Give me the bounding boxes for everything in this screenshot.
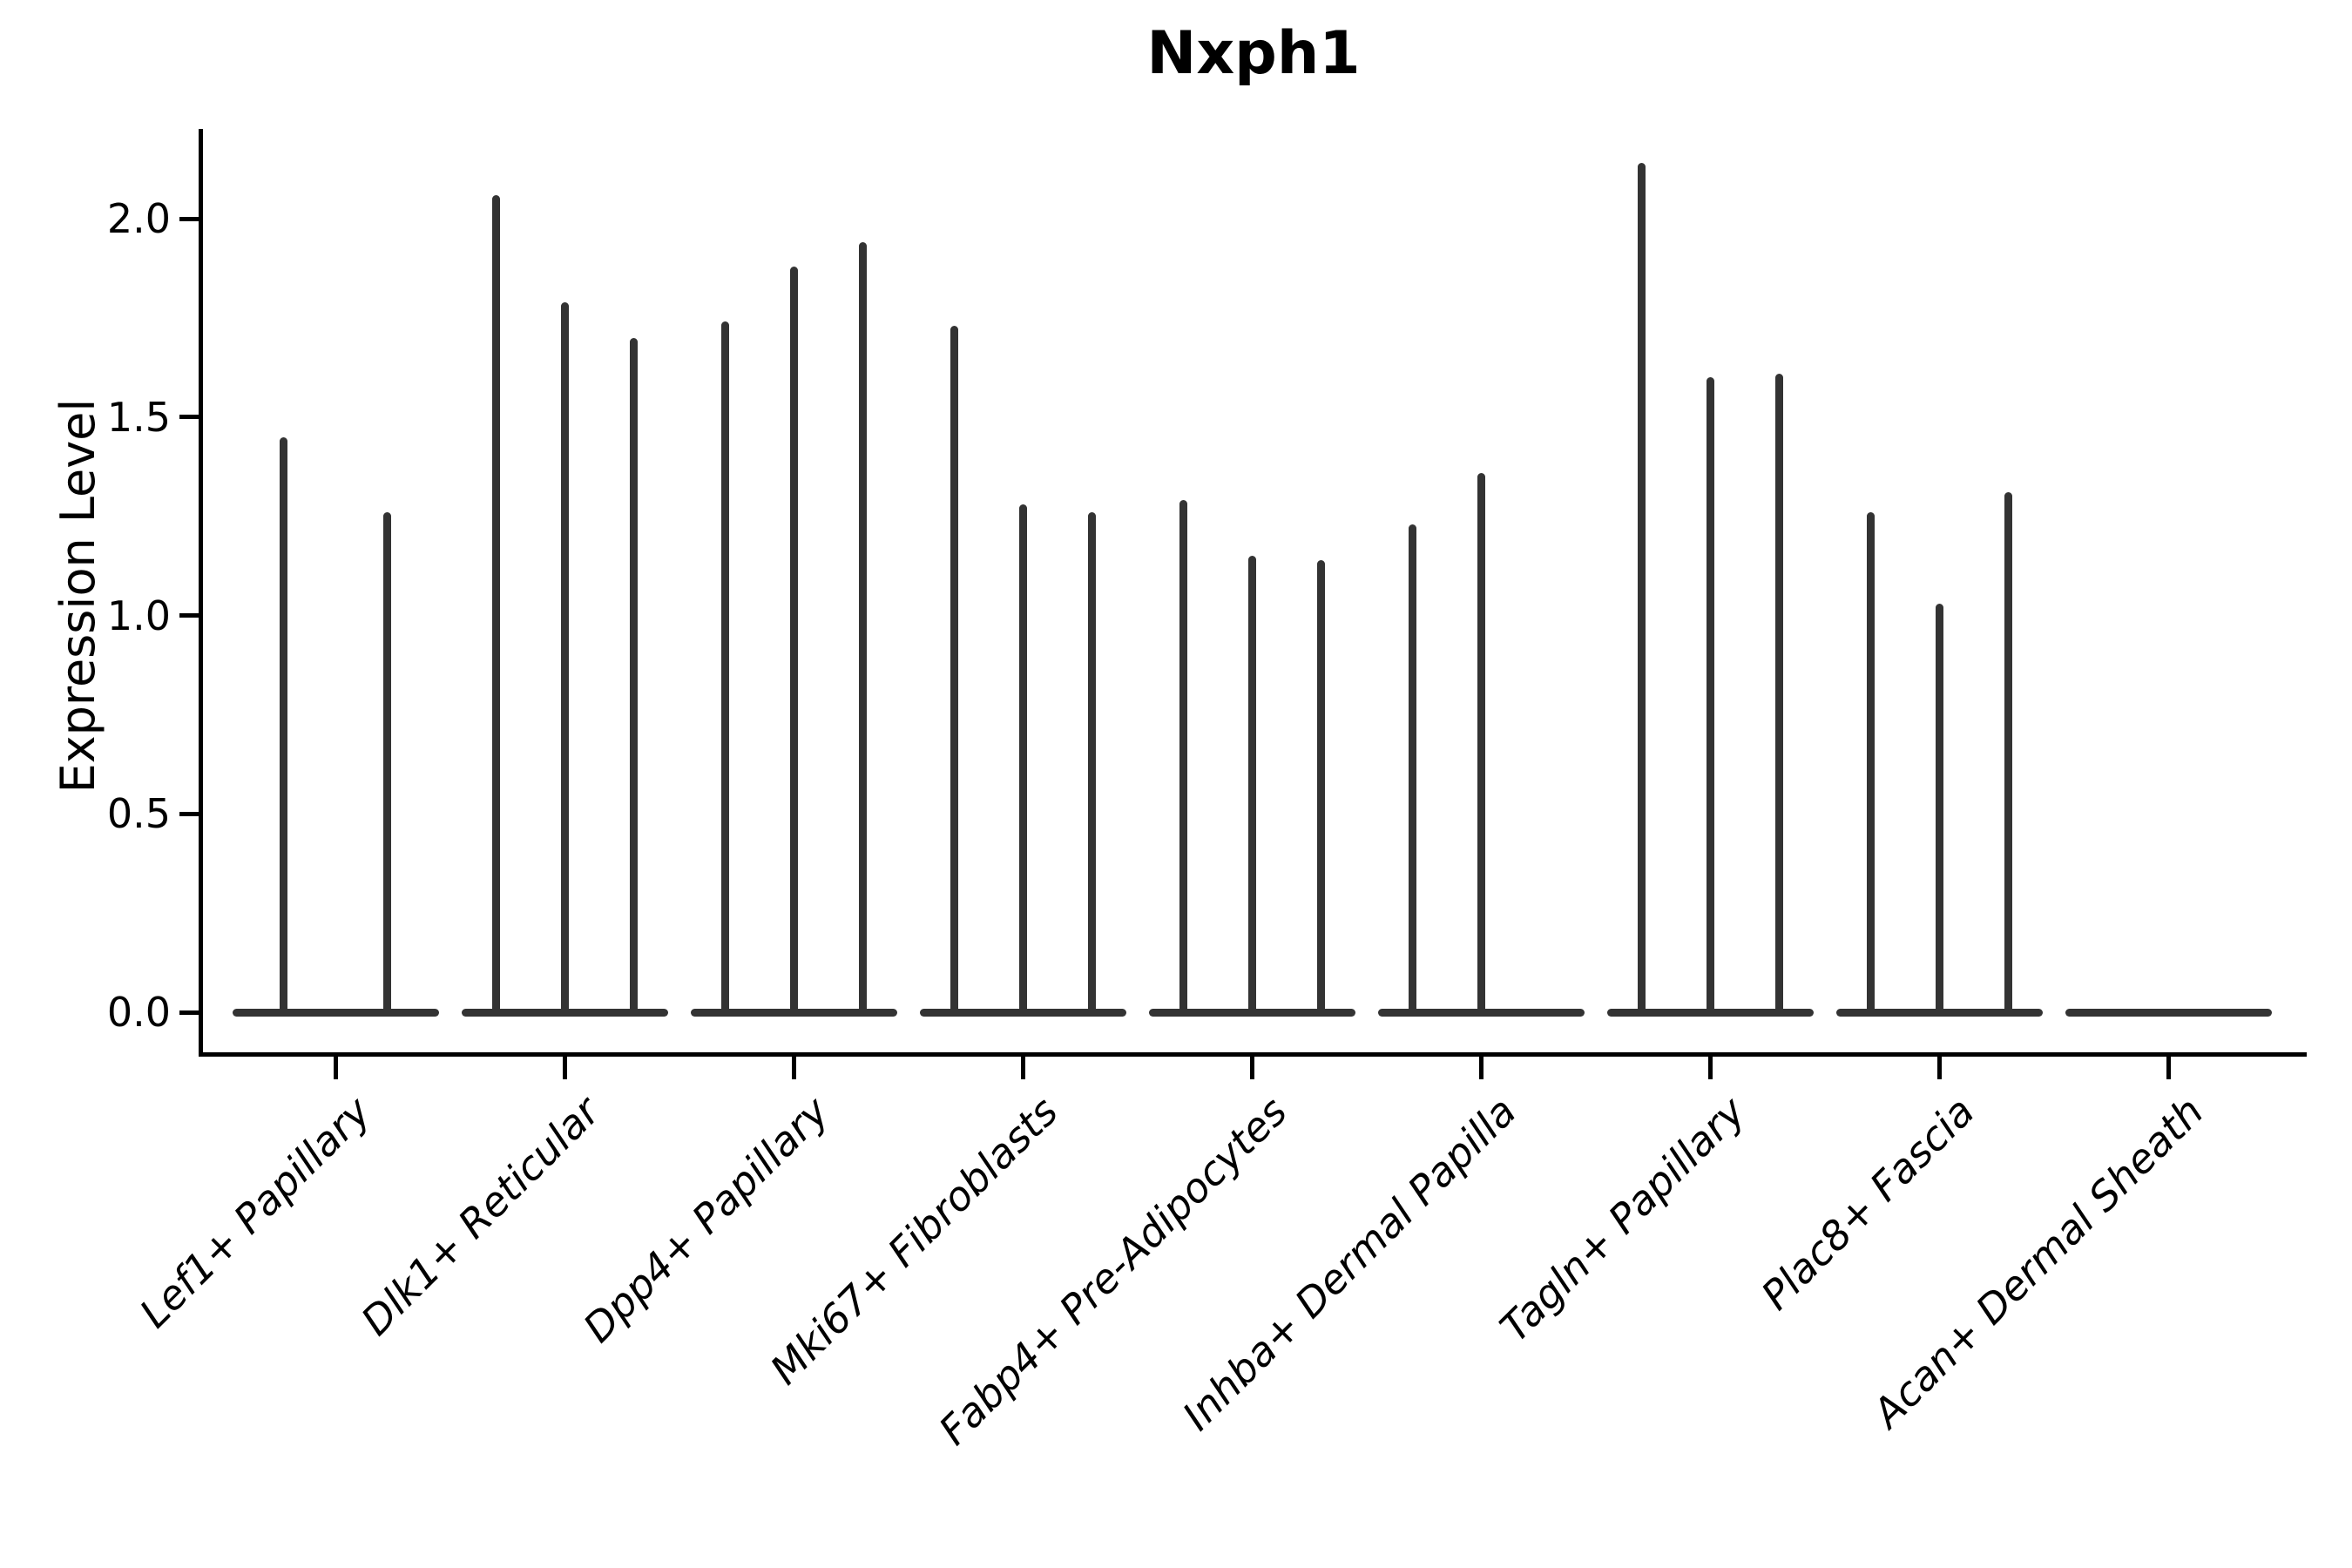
x-tick-label: Mki67+ Fibroblasts — [760, 1087, 1067, 1394]
x-tick-mark — [2166, 1057, 2171, 1079]
x-tick-label: Inhba+ Dermal Papilla — [1173, 1087, 1525, 1440]
y-tick-mark — [179, 415, 199, 420]
x-tick-mark — [1707, 1057, 1713, 1079]
y-tick-mark — [179, 613, 199, 618]
violin-spike — [1018, 504, 1027, 1012]
x-tick-label: Fabp4+ Pre-Adipocytes — [929, 1087, 1296, 1455]
y-tick-label: 2.0 — [106, 195, 171, 242]
violin-base — [1377, 1008, 1585, 1017]
x-axis-spine — [199, 1052, 2307, 1057]
x-tick-label: Dpp4+ Papillary — [574, 1087, 838, 1352]
x-tick-label: Plac8+ Fascia — [1752, 1087, 1984, 1319]
y-tick-label: 0.5 — [106, 790, 171, 838]
violin-spike — [1316, 559, 1325, 1012]
violin-base — [919, 1008, 1126, 1017]
violin-spike — [858, 242, 867, 1012]
violin-base — [461, 1008, 668, 1017]
y-axis-spine — [199, 129, 203, 1057]
violin-spike — [1179, 500, 1187, 1012]
violin-spike — [382, 512, 391, 1012]
violin-spike — [2004, 492, 2012, 1012]
x-tick-mark — [1936, 1057, 1942, 1079]
violin-spike — [789, 266, 798, 1012]
violin-spike — [1408, 524, 1416, 1012]
violin-spike — [1706, 377, 1714, 1012]
y-tick-label: 0.0 — [106, 989, 171, 1036]
x-tick-label: Lef1+ Papillary — [130, 1087, 380, 1337]
violin-spike — [720, 321, 729, 1012]
violin-spike — [629, 337, 638, 1012]
x-tick-mark — [1249, 1057, 1254, 1079]
violin-spike — [1247, 556, 1256, 1012]
x-tick-mark — [1478, 1057, 1484, 1079]
y-tick-mark — [179, 216, 199, 221]
violin-spike — [1637, 163, 1646, 1012]
violin-spike — [1477, 472, 1485, 1012]
violin-spike — [280, 436, 288, 1012]
violin-spike — [1866, 512, 1875, 1012]
violin-spike — [950, 325, 958, 1012]
violin-spike — [491, 194, 500, 1012]
violin-base — [690, 1008, 897, 1017]
x-tick-label: Tagln+ Papillary — [1490, 1087, 1754, 1351]
x-tick-label: Acan+ Dermal Sheath — [1863, 1087, 2213, 1437]
violin-base — [1835, 1008, 2043, 1017]
x-tick-mark — [333, 1057, 338, 1079]
violin-spike — [1087, 512, 1096, 1012]
y-tick-mark — [179, 1010, 199, 1015]
x-tick-mark — [1020, 1057, 1025, 1079]
violin-spike — [1774, 373, 1783, 1012]
violin-spike — [1935, 603, 1943, 1012]
violin-base — [1148, 1008, 1355, 1017]
y-tick-mark — [179, 811, 199, 816]
y-tick-label: 1.0 — [106, 591, 171, 639]
violin-base — [232, 1008, 439, 1017]
x-tick-label: Dlk1+ Reticular — [352, 1087, 609, 1345]
x-tick-mark — [562, 1057, 567, 1079]
x-tick-mark — [791, 1057, 796, 1079]
y-tick-label: 1.5 — [106, 393, 171, 441]
violin-base — [2065, 1008, 2272, 1017]
violin-base — [1606, 1008, 1814, 1017]
chart-title: Nxph1 — [1146, 19, 1361, 88]
violin-spike — [560, 301, 569, 1012]
